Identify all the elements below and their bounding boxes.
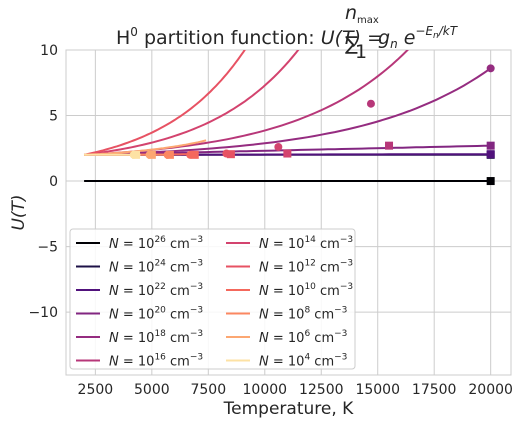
sum-term: gn e−En/kT — [378, 24, 459, 51]
x-tick-label: 5000 — [134, 382, 170, 398]
series-line — [83, 50, 300, 156]
x-tick-label: 2500 — [78, 382, 114, 398]
x-tick-label: 17500 — [412, 382, 457, 398]
series-marker-circle — [274, 142, 283, 151]
series-marker-circle — [222, 149, 231, 158]
series-marker-square — [486, 150, 495, 159]
y-tick-label: −5 — [37, 240, 58, 256]
x-tick-label: 10000 — [243, 382, 288, 398]
sum-upper-limit: nmax — [345, 2, 379, 26]
series-marker-square — [226, 150, 235, 159]
series-marker-circle — [145, 150, 154, 159]
legend-entry: N = 1012 cm−3 — [259, 259, 353, 276]
series-marker-square — [385, 141, 394, 150]
legend: N = 1026 cm−3 N = 1024 cm−3 N = 1022 cm−3 N… — [69, 228, 356, 370]
legend-entry: N = 104 cm−3 — [259, 353, 347, 370]
series-marker-circle — [129, 150, 138, 159]
series-marker-square — [486, 141, 495, 150]
x-tick-label: 12500 — [299, 382, 344, 398]
legend-entry: N = 108 cm−3 — [259, 306, 347, 323]
legend-entry: N = 1022 cm−3 — [109, 282, 203, 299]
chart-title: H0 partition function: U(T) =∑ nmax 1 gn e−… — [116, 2, 459, 63]
y-tick-label: 0 — [49, 174, 58, 190]
sum-lower-limit: 1 — [355, 41, 367, 63]
legend-entry: N = 1014 cm−3 — [259, 235, 353, 252]
legend-entry: N = 1026 cm−3 — [109, 235, 203, 252]
y-tick-label: 10 — [40, 43, 58, 59]
series-layer — [83, 50, 495, 186]
legend-entry: N = 1016 cm−3 — [109, 353, 203, 370]
legend-entry: N = 1010 cm−3 — [259, 282, 353, 299]
series-marker-circle — [163, 150, 172, 159]
y-tick-label: 5 — [49, 109, 58, 125]
series-marker-square — [190, 150, 199, 159]
series-marker-square — [283, 149, 292, 158]
series-marker-square — [486, 177, 495, 186]
legend-entry: N = 1024 cm−3 — [109, 259, 203, 276]
series-marker-circle — [186, 150, 195, 159]
plot-frame — [65, 49, 512, 376]
x-axis-label: Temperature, K — [223, 399, 354, 419]
x-tick-label: 7500 — [190, 382, 226, 398]
legend-entry: N = 1020 cm−3 — [109, 306, 203, 323]
chart-title-text: H0 partition function: U(T) = — [116, 25, 383, 49]
series-marker-circle — [486, 64, 495, 73]
legend-entry: N = 106 cm−3 — [259, 329, 347, 346]
x-tick-label: 20000 — [468, 382, 513, 398]
sum-symbol: ∑ — [345, 33, 358, 55]
legend-box — [69, 228, 356, 370]
legend-entry: N = 1018 cm−3 — [109, 329, 203, 346]
series-marker-circle — [366, 99, 375, 108]
x-tick-label: 15000 — [355, 382, 400, 398]
tick-labels: 2500 5000 7500 10000 12500 15000 17500 20000 −10… — [28, 43, 512, 398]
series-line — [84, 139, 207, 156]
y-axis-label: U(T) — [9, 194, 29, 230]
series-line — [83, 50, 246, 156]
y-tick-label: −10 — [28, 305, 58, 321]
